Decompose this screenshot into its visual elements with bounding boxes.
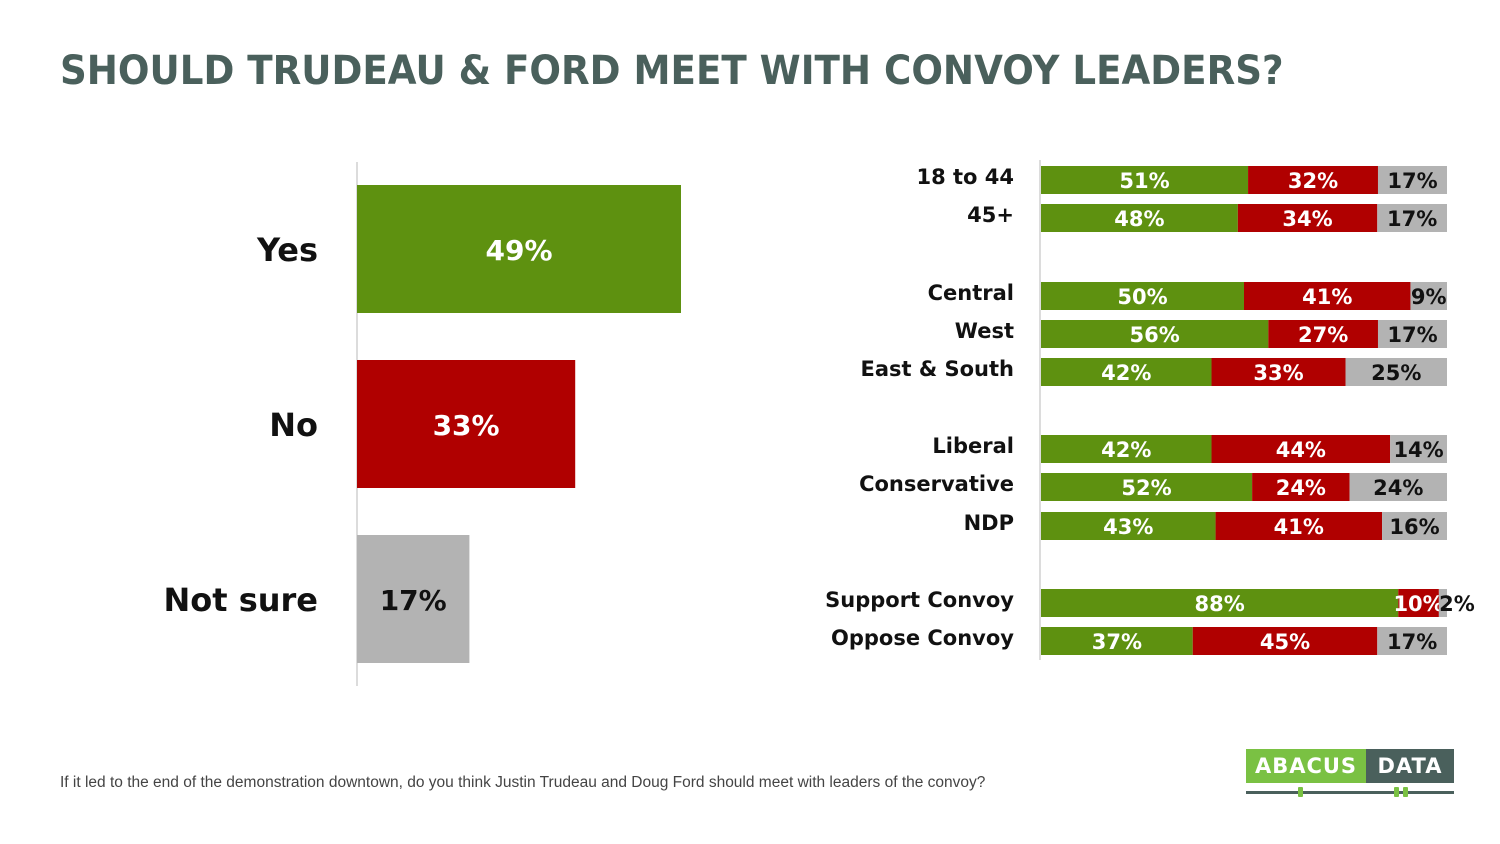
segment-45--yes	[1041, 204, 1238, 232]
logo-data-text: DATA	[1366, 749, 1454, 783]
segment-label-conservative-0: 52%	[1121, 476, 1171, 500]
row-label-18-to-44: 18 to 44	[916, 165, 1014, 189]
overall-bar-chart: Yes 49% No 33% Not sure 17%	[163, 162, 681, 686]
segment-east-south-not-sure	[1345, 358, 1447, 386]
row-label-east-south: East & South	[861, 357, 1014, 381]
chart-title: SHOULD TRUDEAU & FORD MEET WITH CONVOY L…	[60, 48, 1284, 94]
value-label-not-sure: 17%	[380, 584, 447, 617]
row-label-oppose-convoy: Oppose Convoy	[831, 626, 1014, 650]
segment-label-conservative-1: 24%	[1276, 476, 1326, 500]
segment-east-south-no	[1211, 358, 1346, 386]
segment-18-to-44-not-sure	[1377, 166, 1447, 194]
segment-label-ndp-2: 16%	[1389, 515, 1439, 539]
value-label-yes: 49%	[485, 234, 552, 267]
logo-abacus-rail-icon	[1246, 783, 1454, 799]
segment-label-liberal-0: 42%	[1101, 438, 1151, 462]
segment-label-18-to-44-1: 32%	[1288, 169, 1338, 193]
segment-18-to-44-no	[1248, 166, 1378, 194]
segment-label-support-convoy-1: 10%	[1393, 592, 1443, 616]
segment-label-18-to-44-0: 51%	[1119, 169, 1169, 193]
row-label-west: West	[955, 319, 1014, 343]
segment-oppose-convoy-no	[1192, 627, 1378, 655]
segment-label-support-convoy-2: 2%	[1439, 592, 1475, 616]
segment-label-18-to-44-2: 17%	[1387, 169, 1437, 193]
segment-liberal-not-sure	[1390, 435, 1447, 463]
segment-label-oppose-convoy-1: 45%	[1260, 630, 1310, 654]
segment-label-west-0: 56%	[1130, 323, 1180, 347]
segment-label-45--1: 34%	[1282, 207, 1332, 231]
question-footnote: If it led to the end of the demonstratio…	[60, 774, 986, 791]
segment-label-central-1: 41%	[1302, 285, 1352, 309]
category-label-yes: Yes	[256, 231, 318, 269]
row-label-support-convoy: Support Convoy	[825, 588, 1014, 612]
segment-liberal-no	[1211, 435, 1391, 463]
bar-not-sure	[357, 535, 470, 663]
row-label-45-: 45+	[967, 203, 1014, 227]
segment-conservative-no	[1252, 473, 1350, 501]
segment-oppose-convoy-not-sure	[1377, 627, 1447, 655]
segment-label-oppose-convoy-2: 17%	[1387, 630, 1437, 654]
segment-ndp-yes	[1041, 512, 1216, 540]
row-label-ndp: NDP	[964, 511, 1014, 535]
segment-18-to-44-yes	[1041, 166, 1249, 194]
segment-support-convoy-no	[1398, 589, 1439, 617]
segment-label-central-0: 50%	[1117, 285, 1167, 309]
segment-central-yes	[1041, 282, 1244, 310]
segment-west-not-sure	[1377, 320, 1447, 348]
segment-oppose-convoy-yes	[1041, 627, 1193, 655]
segment-label-ndp-1: 41%	[1274, 515, 1324, 539]
segment-central-not-sure	[1410, 282, 1447, 310]
segment-label-central-2: 9%	[1411, 285, 1447, 309]
segment-liberal-yes	[1041, 435, 1212, 463]
segment-ndp-not-sure	[1382, 512, 1447, 540]
segment-label-oppose-convoy-0: 37%	[1092, 630, 1142, 654]
segment-label-liberal-2: 14%	[1393, 438, 1443, 462]
segment-label-support-convoy-0: 88%	[1195, 592, 1245, 616]
category-label-no: No	[269, 406, 318, 444]
abacus-data-logo: ABACUS DATA	[1246, 749, 1454, 801]
row-label-liberal: Liberal	[932, 434, 1014, 458]
segment-label-east-south-2: 25%	[1371, 361, 1421, 385]
segment-label-east-south-0: 42%	[1101, 361, 1151, 385]
segment-conservative-yes	[1041, 473, 1253, 501]
category-label-not-sure: Not sure	[163, 581, 318, 619]
segment-west-no	[1268, 320, 1378, 348]
segment-45--no	[1237, 204, 1378, 232]
segment-ndp-no	[1215, 512, 1383, 540]
segment-label-45--2: 17%	[1387, 207, 1437, 231]
segment-west-yes	[1041, 320, 1269, 348]
breakdown-stacked-bar-chart: 18 to 44 51% 32% 17% 45+ 48% 34% 17% Central 50% 4…	[825, 160, 1475, 660]
segment-label-east-south-1: 33%	[1253, 361, 1303, 385]
segment-east-south-yes	[1041, 358, 1212, 386]
row-label-conservative: Conservative	[859, 472, 1014, 496]
segment-label-west-2: 17%	[1387, 323, 1437, 347]
segment-label-45--0: 48%	[1114, 207, 1164, 231]
segment-support-convoy-yes	[1041, 589, 1399, 617]
segment-conservative-not-sure	[1349, 473, 1447, 501]
segment-45--not-sure	[1377, 204, 1447, 232]
segment-central-no	[1244, 282, 1411, 310]
value-label-no: 33%	[433, 409, 500, 442]
segment-label-west-1: 27%	[1298, 323, 1348, 347]
row-label-central: Central	[928, 281, 1014, 305]
segment-label-liberal-1: 44%	[1276, 438, 1326, 462]
bar-yes	[357, 185, 681, 313]
segment-support-convoy-not-sure	[1438, 589, 1447, 617]
segment-label-ndp-0: 43%	[1103, 515, 1153, 539]
segment-label-conservative-2: 24%	[1373, 476, 1423, 500]
logo-abacus-text: ABACUS	[1246, 749, 1366, 783]
bar-no	[357, 360, 576, 488]
